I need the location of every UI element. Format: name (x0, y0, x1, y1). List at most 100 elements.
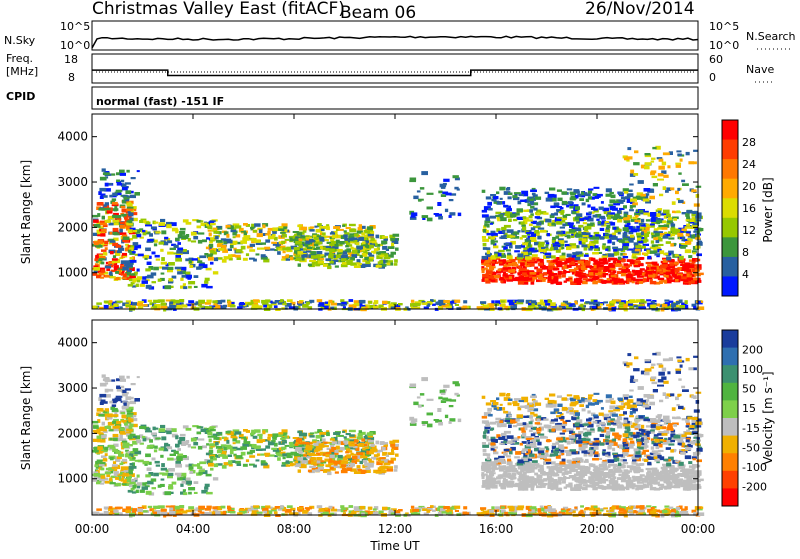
power-cell (654, 233, 659, 237)
velocity-cell (281, 447, 285, 450)
power-cell (491, 236, 496, 239)
velocity-cell (664, 487, 667, 489)
power-cell (664, 232, 667, 234)
power-cell (676, 165, 681, 168)
power-cell (283, 251, 286, 254)
power-cell (510, 235, 516, 237)
power-cell (486, 270, 493, 274)
power-cell (611, 195, 616, 199)
velocity-cell (325, 454, 329, 457)
power-cell (617, 261, 621, 263)
velocity-cell (614, 465, 617, 467)
velocity-cell (386, 455, 389, 457)
power-cell (175, 255, 181, 258)
velocity-cell (188, 487, 195, 490)
power-cell (363, 254, 368, 257)
power-cell (271, 242, 277, 244)
power-cell (326, 227, 330, 230)
velocity-cell (116, 451, 122, 454)
power-cell (686, 152, 690, 155)
power-cell (354, 303, 360, 305)
velocity-cell (199, 470, 205, 472)
power-cell (612, 278, 618, 281)
velocity-cell (109, 429, 114, 431)
power-cell (97, 202, 104, 206)
velocity-cell (315, 469, 320, 472)
power-cell (582, 235, 588, 237)
power-cell (624, 214, 628, 218)
velocity-cell (112, 464, 118, 467)
power-cell (587, 204, 590, 207)
power-cell (553, 260, 558, 263)
power-cell (257, 306, 263, 308)
power-cell (530, 237, 537, 240)
power-cell (507, 229, 514, 233)
power-cell (658, 244, 664, 246)
power-cell (629, 209, 634, 211)
power-cell (427, 218, 433, 222)
power-cell (611, 275, 617, 278)
power-cell (131, 273, 135, 275)
power-cell (200, 220, 203, 222)
velocity-cell (183, 492, 187, 495)
power-cell (197, 260, 202, 263)
power-cell (614, 252, 620, 256)
power-cell (672, 201, 676, 205)
velocity-cell (179, 437, 185, 441)
power-cell (197, 232, 204, 234)
power-cell (382, 236, 388, 238)
velocity-cell (257, 439, 263, 443)
freq-label-1: Freq. (6, 52, 33, 65)
velocity-cell (175, 435, 178, 439)
power-cell (605, 249, 608, 251)
power-cell (228, 254, 232, 258)
power-cell (339, 241, 344, 245)
power-cell (477, 306, 482, 309)
power-cell (505, 275, 508, 278)
power-cell (646, 193, 650, 196)
power-cell (206, 286, 213, 289)
power-cell (346, 227, 351, 229)
power-cell (232, 232, 236, 235)
power-cell (124, 217, 128, 220)
velocity-cell (562, 480, 566, 484)
power-cell (341, 258, 346, 261)
power-cell (512, 195, 517, 198)
power-cell (536, 268, 542, 272)
power-cell (662, 304, 668, 307)
power-cell (183, 283, 186, 285)
velocity-cell (101, 475, 106, 479)
power-cell (218, 248, 224, 251)
power-cell (368, 234, 374, 237)
power-cell (541, 302, 544, 306)
power-cell (500, 280, 503, 282)
velocity-cell (282, 453, 287, 456)
velocity-cell (133, 436, 137, 438)
power-cell (179, 231, 185, 235)
velocity-cell (167, 446, 172, 449)
power-cell (418, 199, 422, 202)
power-cell (486, 196, 492, 199)
power-cell (139, 220, 143, 223)
velocity-cell (330, 467, 334, 470)
power-cell (354, 300, 360, 303)
power-cell (268, 228, 273, 231)
velocity-cell (257, 454, 260, 456)
power-cell (519, 194, 525, 196)
power-cell (556, 221, 562, 225)
power-cell (607, 212, 610, 214)
power-cell (672, 211, 676, 214)
velocity-cell (167, 473, 173, 476)
velocity-cell (122, 473, 128, 477)
velocity-cell (285, 445, 290, 447)
power-cell (147, 262, 152, 265)
power-cell (104, 220, 111, 223)
power-cell (589, 235, 592, 237)
velocity-cell (362, 447, 365, 450)
power-cell (236, 249, 243, 253)
velocity-cell (282, 429, 288, 432)
power-cell (109, 232, 112, 235)
power-cell (562, 220, 565, 223)
power-cell (583, 222, 587, 224)
velocity-cell (159, 448, 165, 451)
